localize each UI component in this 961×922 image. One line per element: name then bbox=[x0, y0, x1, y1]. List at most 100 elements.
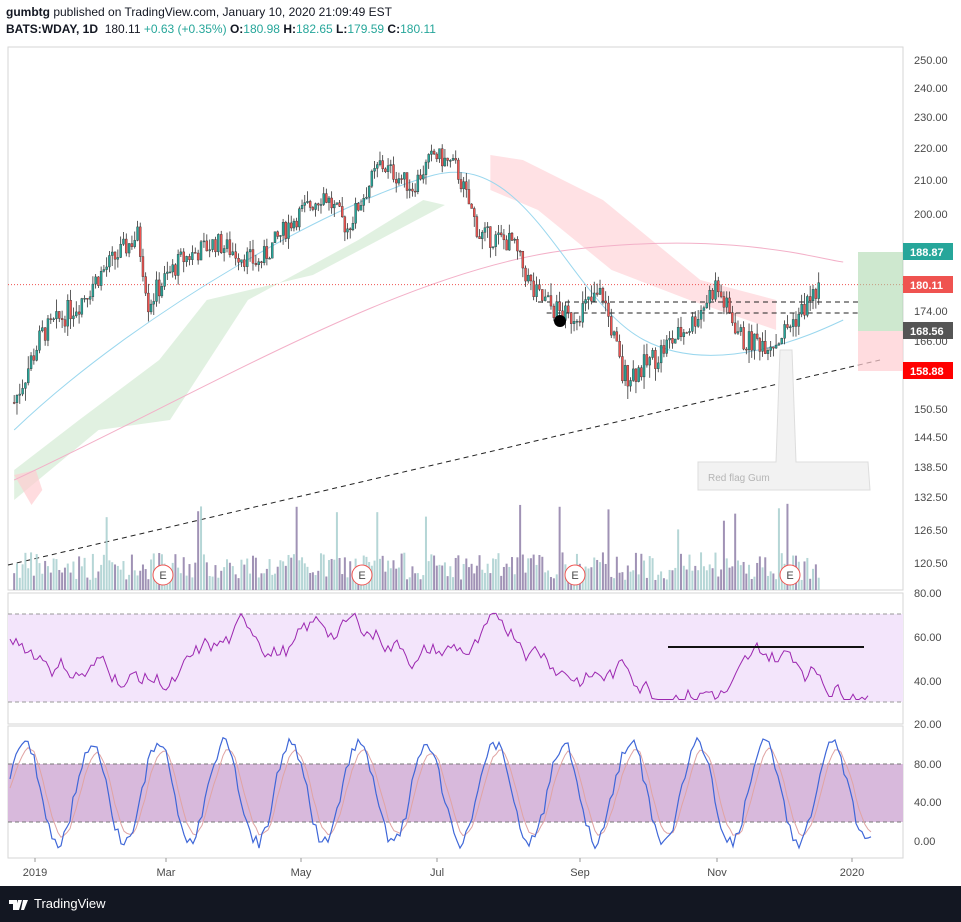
volume-bar bbox=[13, 573, 16, 590]
candle-body bbox=[133, 240, 136, 247]
price-axis-label: 174.00 bbox=[914, 306, 948, 318]
candle-body bbox=[714, 280, 717, 300]
chart-canvas[interactable]: Red flag Gum E E E E 250.00 240.00 230.00 220.00… bbox=[0, 0, 961, 886]
volume-bar bbox=[18, 577, 21, 590]
volume-bar bbox=[194, 562, 197, 590]
volume-bar bbox=[197, 511, 200, 590]
volume-bar bbox=[521, 554, 524, 590]
candle-body bbox=[362, 198, 365, 206]
volume-bar bbox=[668, 569, 671, 590]
candle-body bbox=[46, 318, 50, 341]
candle-body bbox=[306, 201, 309, 203]
volume-bar bbox=[753, 576, 756, 590]
volume-bar bbox=[492, 558, 495, 590]
volume-bar bbox=[486, 563, 489, 590]
volume-bar bbox=[775, 579, 778, 590]
volume-bar bbox=[731, 566, 734, 590]
volume-bar bbox=[240, 559, 243, 590]
volume-bar bbox=[292, 554, 295, 590]
volume-bar bbox=[671, 570, 674, 590]
volume-bar bbox=[265, 568, 268, 590]
volume-bar bbox=[211, 576, 214, 590]
volume-bar bbox=[497, 553, 500, 590]
candle-body bbox=[587, 296, 590, 300]
volume-bar bbox=[601, 552, 604, 590]
candle-body bbox=[769, 346, 772, 351]
candle-body bbox=[527, 274, 530, 282]
candle-body bbox=[139, 226, 142, 257]
rsi-axis-label: 20.00 bbox=[914, 719, 942, 731]
volume-bar bbox=[599, 562, 602, 590]
volume-bar bbox=[519, 504, 522, 590]
candle-body bbox=[88, 296, 92, 300]
candle-body bbox=[248, 249, 252, 253]
candle-body bbox=[789, 326, 792, 328]
rsi-line bbox=[9, 612, 869, 701]
candle-body bbox=[745, 348, 748, 351]
candle-body bbox=[424, 161, 428, 175]
candle-body bbox=[432, 150, 436, 155]
volume-bar bbox=[593, 557, 596, 590]
volume-bar bbox=[133, 570, 136, 590]
candle-body bbox=[105, 266, 108, 270]
candle-body bbox=[584, 299, 587, 304]
volume-bar bbox=[80, 566, 83, 590]
candle-body bbox=[783, 324, 786, 339]
candle-body bbox=[52, 318, 55, 321]
candle-body bbox=[555, 301, 558, 318]
open-value: 180.98 bbox=[243, 22, 280, 36]
candle-body bbox=[486, 226, 489, 228]
volume-bar bbox=[89, 579, 92, 590]
volume-bar bbox=[648, 556, 651, 590]
candle-body bbox=[386, 165, 390, 172]
candle-body bbox=[475, 216, 479, 237]
candle-body bbox=[462, 181, 465, 190]
candle-body bbox=[141, 256, 145, 277]
candle-body bbox=[659, 345, 663, 364]
candle-body bbox=[755, 333, 759, 339]
volume-bar bbox=[72, 561, 75, 590]
candle-body bbox=[29, 355, 33, 369]
volume-bar bbox=[475, 565, 478, 590]
volume-bar bbox=[317, 570, 320, 590]
candle-body bbox=[179, 251, 183, 255]
publish-info: published on TradingView.com, January 10… bbox=[50, 5, 393, 19]
candle-body bbox=[303, 202, 306, 206]
candle-body bbox=[800, 304, 803, 315]
candle-body bbox=[41, 327, 44, 332]
volume-bar bbox=[226, 559, 229, 590]
volume-bar bbox=[427, 561, 430, 590]
candle-body bbox=[202, 240, 206, 243]
candle-body bbox=[549, 295, 553, 307]
candle-body bbox=[725, 297, 728, 308]
volume-bar bbox=[351, 571, 354, 590]
volume-bar bbox=[708, 564, 711, 590]
candle-body bbox=[231, 251, 234, 255]
price-axis-label: 120.50 bbox=[914, 558, 948, 570]
price-axis-label: 144.50 bbox=[914, 432, 948, 444]
open-label: O: bbox=[229, 22, 244, 36]
volume-bar bbox=[381, 555, 384, 590]
volume-bar bbox=[812, 568, 815, 590]
candle-body bbox=[80, 298, 84, 315]
candle-body bbox=[679, 327, 683, 337]
candle-body bbox=[544, 296, 547, 301]
price-axis-label: 132.50 bbox=[914, 492, 948, 504]
volume-bar bbox=[191, 577, 194, 590]
volume-bar bbox=[128, 574, 131, 590]
ma-50-line bbox=[13, 171, 844, 431]
candle-body bbox=[446, 157, 449, 161]
volume-bar bbox=[105, 517, 108, 590]
volume-bar bbox=[758, 556, 761, 590]
volume-bar bbox=[130, 554, 133, 590]
volume-bar bbox=[202, 554, 205, 590]
volume-bar bbox=[298, 560, 301, 590]
volume-bar bbox=[478, 555, 481, 590]
candle-body bbox=[225, 239, 229, 249]
candle-body bbox=[465, 181, 468, 190]
candle-body bbox=[618, 341, 621, 357]
candle-body bbox=[491, 246, 495, 248]
candle-body bbox=[430, 150, 433, 155]
symbol-label: BATS:WDAY, 1D bbox=[6, 22, 99, 36]
volume-bar bbox=[268, 559, 271, 590]
